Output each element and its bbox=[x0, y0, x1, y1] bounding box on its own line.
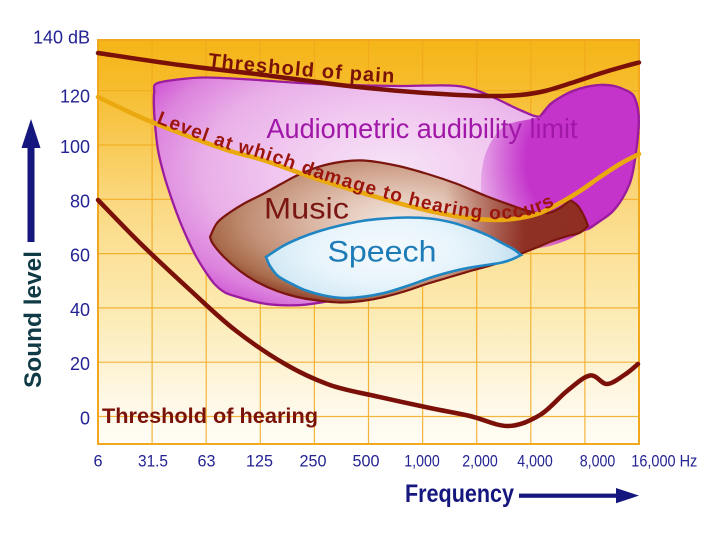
svg-text:Sound level: Sound level bbox=[20, 251, 47, 388]
svg-text:6: 6 bbox=[93, 453, 102, 471]
svg-text:63: 63 bbox=[198, 453, 216, 471]
svg-text:125: 125 bbox=[246, 453, 273, 471]
svg-text:80: 80 bbox=[70, 192, 90, 212]
svg-text:20: 20 bbox=[70, 354, 90, 374]
svg-text:120: 120 bbox=[60, 87, 90, 107]
svg-text:1,000: 1,000 bbox=[404, 453, 440, 471]
svg-text:500: 500 bbox=[353, 453, 380, 471]
svg-text:4,000: 4,000 bbox=[517, 453, 553, 471]
svg-text:Audiometric audibility limit: Audiometric audibility limit bbox=[267, 113, 578, 144]
svg-text:40: 40 bbox=[70, 300, 90, 320]
svg-text:250: 250 bbox=[300, 453, 327, 471]
svg-text:60: 60 bbox=[70, 246, 90, 266]
svg-text:140 dB: 140 dB bbox=[33, 28, 90, 48]
svg-text:100: 100 bbox=[60, 137, 90, 157]
svg-text:2,000: 2,000 bbox=[462, 453, 498, 471]
svg-text:Frequency: Frequency bbox=[405, 480, 514, 508]
svg-text:31.5: 31.5 bbox=[138, 453, 168, 471]
svg-text:Threshold of hearing: Threshold of hearing bbox=[102, 404, 318, 428]
svg-text:16,000 Hz: 16,000 Hz bbox=[631, 453, 697, 471]
svg-text:Speech: Speech bbox=[328, 236, 437, 269]
svg-text:Music: Music bbox=[264, 193, 349, 226]
svg-text:0: 0 bbox=[80, 409, 90, 429]
svg-text:8,000: 8,000 bbox=[580, 453, 616, 471]
